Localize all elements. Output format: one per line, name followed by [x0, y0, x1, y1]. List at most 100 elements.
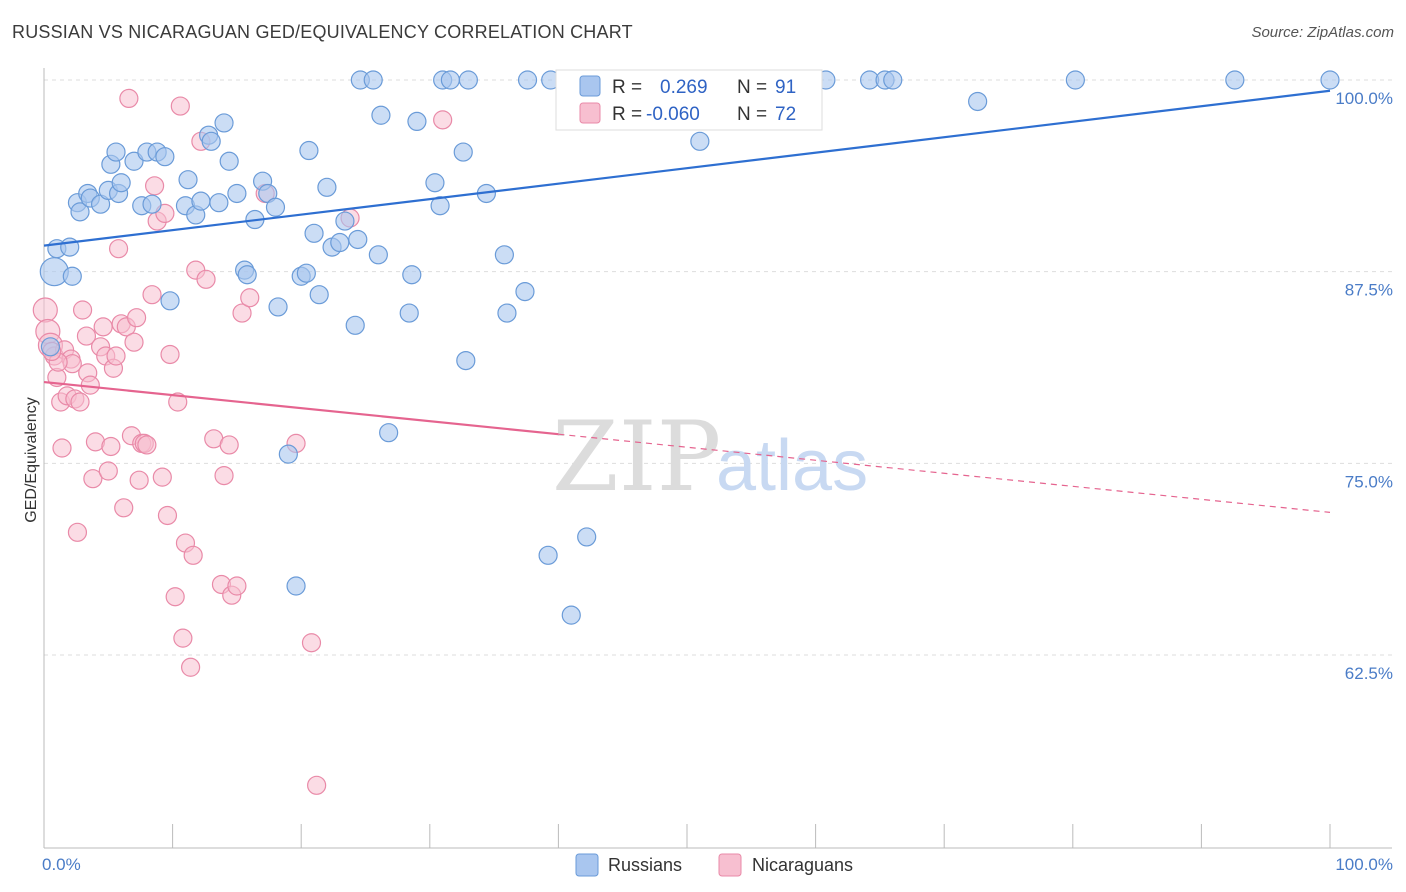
russians-point — [237, 265, 257, 285]
russians-point — [538, 545, 558, 565]
russians-point — [178, 170, 198, 190]
nicaraguans-point — [32, 297, 58, 323]
nicaraguans-point — [142, 285, 162, 305]
russians-points — [39, 70, 1340, 625]
russians-point — [209, 193, 229, 213]
legend-n2-value: 72 — [775, 104, 796, 125]
russians-point — [142, 194, 162, 214]
nicaraguans-point — [196, 269, 216, 289]
y-tick-label-2: 75.0% — [1345, 472, 1393, 491]
russians-point — [1320, 70, 1340, 90]
russians-point — [348, 229, 368, 250]
y-tick-labels: 100.0% 87.5% 75.0% 62.5% — [1335, 89, 1393, 683]
nicaraguans-point — [433, 110, 453, 130]
gridlines — [44, 79, 1392, 656]
legend-n1-label: N = — [737, 77, 767, 98]
russians-point — [227, 183, 247, 204]
russians-point — [40, 337, 61, 357]
legend-r2-value: -0.060 — [646, 104, 700, 125]
nicaraguans-point — [183, 545, 203, 565]
russians-point — [1065, 70, 1085, 90]
russians-point — [296, 263, 316, 283]
bottom-legend-swatch-russians — [575, 853, 599, 877]
legend-n2-label: N = — [737, 104, 767, 125]
russians-point — [299, 140, 319, 161]
russians-point — [309, 285, 329, 305]
russians-point — [494, 245, 514, 265]
russians-point — [62, 266, 82, 286]
russians-point — [407, 111, 427, 132]
stats-legend: R = 0.269 N = 91 R = -0.060 N = 72 — [555, 69, 823, 131]
nicaraguans-point — [240, 288, 260, 308]
watermark: ZIP atlas — [552, 401, 868, 513]
russians-point — [304, 223, 324, 243]
russians-point — [577, 527, 597, 547]
chart-title: RUSSIAN VS NICARAGUAN GED/EQUIVALENCY CO… — [12, 22, 633, 42]
russians-point — [368, 245, 388, 265]
nicaraguans-point — [168, 392, 188, 412]
russians-point — [430, 196, 450, 216]
russians-point — [497, 303, 517, 323]
y-tick-label-1: 87.5% — [1345, 281, 1393, 300]
bottom-legend-swatch-nicaraguans — [718, 853, 742, 877]
nicaraguans-point — [227, 576, 247, 596]
russians-point — [458, 70, 478, 90]
russians-point — [425, 173, 445, 193]
legend-swatch-russians — [579, 75, 601, 97]
russians-point — [160, 291, 180, 311]
russians-point — [278, 444, 298, 464]
nicaraguans-point — [214, 466, 234, 486]
russians-point — [453, 142, 473, 162]
nicaraguans-point — [98, 461, 118, 481]
russians-point — [363, 70, 383, 90]
legend-r1-value: 0.269 — [660, 77, 708, 98]
nicaraguans-point — [170, 96, 190, 116]
russians-point — [440, 70, 460, 90]
watermark-zip: ZIP — [552, 401, 721, 513]
russians-point — [335, 211, 355, 231]
nicaraguans-trend-line — [43, 380, 559, 436]
nicaraguans-point — [232, 303, 252, 323]
russians-point — [268, 297, 288, 317]
x-tick-label-1: 100.0% — [1335, 855, 1393, 874]
russians-point — [456, 351, 476, 371]
russians-point — [111, 173, 131, 193]
nicaraguans-point — [124, 332, 144, 352]
y-axis-title: GED/Equivalency — [23, 397, 40, 522]
russians-point — [968, 91, 988, 112]
x-tick-labels: 0.0% 100.0% — [42, 855, 1393, 874]
series-legend: Russians Nicaraguans — [575, 853, 853, 877]
nicaraguans-points — [32, 88, 453, 795]
nicaraguans-point — [106, 346, 126, 366]
russians-point — [201, 131, 221, 151]
nicaraguans-point — [301, 633, 322, 653]
russians-point — [286, 576, 306, 596]
nicaraguans-point — [76, 326, 97, 346]
legend-r2-label: R = — [612, 104, 642, 125]
russians-point — [70, 202, 90, 222]
russians-point — [517, 70, 538, 90]
nicaraguans-point — [173, 628, 193, 648]
nicaraguans-point — [83, 469, 103, 489]
nicaraguans-point — [219, 435, 239, 455]
russians-point — [106, 142, 126, 162]
russians-point — [265, 197, 286, 217]
russians-trend-line — [43, 89, 1331, 247]
legend-n1-value: 91 — [775, 77, 796, 98]
nicaraguans-point — [307, 775, 327, 795]
nicaraguans-point — [129, 470, 149, 490]
legend-r1-label: R = — [612, 77, 642, 98]
nicaraguans-point — [108, 239, 129, 259]
russians-point — [690, 131, 710, 151]
nicaraguans-point — [114, 498, 134, 518]
nicaraguans-point — [119, 88, 139, 109]
y-tick-label-0: 100.0% — [1335, 89, 1393, 108]
nicaraguans-point — [93, 317, 113, 337]
nicaraguans-trend-extension — [558, 433, 1331, 513]
nicaraguans-point — [70, 392, 90, 412]
nicaraguans-point — [165, 587, 185, 607]
y-tick-label-3: 62.5% — [1345, 664, 1393, 683]
nicaraguans-point — [137, 435, 157, 455]
russians-point — [219, 151, 239, 171]
russians-point — [330, 232, 350, 253]
